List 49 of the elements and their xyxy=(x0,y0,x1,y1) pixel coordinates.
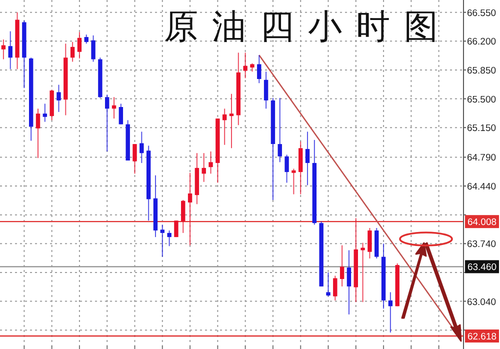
y-tick-label: 65.850 xyxy=(466,65,496,76)
candlestick xyxy=(132,144,137,174)
candlestick xyxy=(56,84,61,112)
candlestick xyxy=(278,97,282,163)
candlestick xyxy=(160,224,164,258)
candlestick xyxy=(388,292,393,334)
candlestick xyxy=(167,230,172,247)
candlestick xyxy=(42,103,48,122)
candlestick xyxy=(1,39,6,60)
candlestick xyxy=(346,250,352,315)
y-tick-label: 63.740 xyxy=(466,239,496,250)
candlestick xyxy=(174,220,178,238)
candlestick xyxy=(181,200,186,234)
y-tick-label: 65.500 xyxy=(466,94,496,106)
y-tick-label: 65.150 xyxy=(466,123,496,134)
ref-tag: 64.008 xyxy=(465,215,499,228)
candlestick xyxy=(298,141,303,195)
candlestick xyxy=(105,94,110,152)
candlestick xyxy=(188,172,192,246)
candlestick xyxy=(368,228,372,259)
candlestick xyxy=(202,152,206,182)
candlestick xyxy=(284,154,289,184)
candlestick xyxy=(292,168,296,195)
candlestick xyxy=(208,150,213,174)
candlestick xyxy=(305,131,310,186)
y-tick-label: 64.440 xyxy=(466,182,496,193)
ref-tag: 62.618 xyxy=(465,330,499,342)
candlestick xyxy=(257,54,262,84)
candlestick xyxy=(264,71,268,110)
candlestick xyxy=(36,108,40,159)
ref-tag: 63.460 xyxy=(465,260,499,274)
candlestick xyxy=(222,108,227,146)
candlestick xyxy=(340,244,344,287)
candlestick xyxy=(140,131,144,164)
candlestick xyxy=(91,34,96,62)
candlestick xyxy=(326,272,330,297)
candlestick xyxy=(229,93,234,149)
y-tick-label: 64.790 xyxy=(466,152,496,164)
candlestick xyxy=(84,34,88,44)
candlestick xyxy=(333,275,338,301)
candlestick xyxy=(77,32,82,59)
candlestick xyxy=(118,103,124,125)
candlestick xyxy=(243,52,248,79)
y-tick-label: 66.200 xyxy=(466,36,496,48)
candlestick xyxy=(8,30,12,70)
chart-title: 原油四小时图 xyxy=(164,7,452,47)
candlestick xyxy=(70,41,75,62)
y-tick-label: 63.040 xyxy=(466,296,496,308)
y-tick-label: 66.550 xyxy=(466,8,496,19)
